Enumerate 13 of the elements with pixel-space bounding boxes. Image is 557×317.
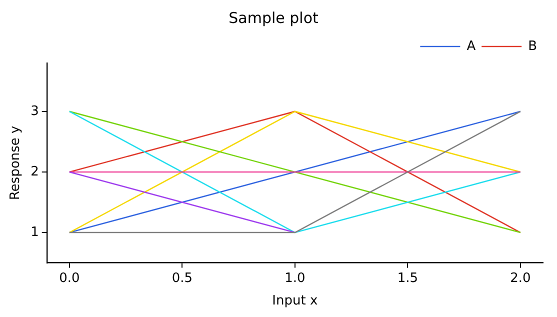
x-tick-label: 1.5 xyxy=(397,270,418,286)
y-tick-label: 1 xyxy=(30,224,39,240)
x-tick-label: 1.0 xyxy=(284,270,306,286)
x-tick-label: 2.0 xyxy=(510,270,531,286)
legend-label: B xyxy=(528,38,538,54)
chart-title: Sample plot xyxy=(228,8,318,27)
y-axis-title: Response y xyxy=(8,125,24,200)
x-axis-title: Input x xyxy=(272,294,318,309)
legend-label: A xyxy=(466,38,476,54)
x-tick-label: 0.0 xyxy=(59,270,80,286)
x-tick-label: 0.5 xyxy=(172,270,193,286)
y-tick-label: 2 xyxy=(30,164,39,180)
y-tick-label: 3 xyxy=(30,104,39,119)
